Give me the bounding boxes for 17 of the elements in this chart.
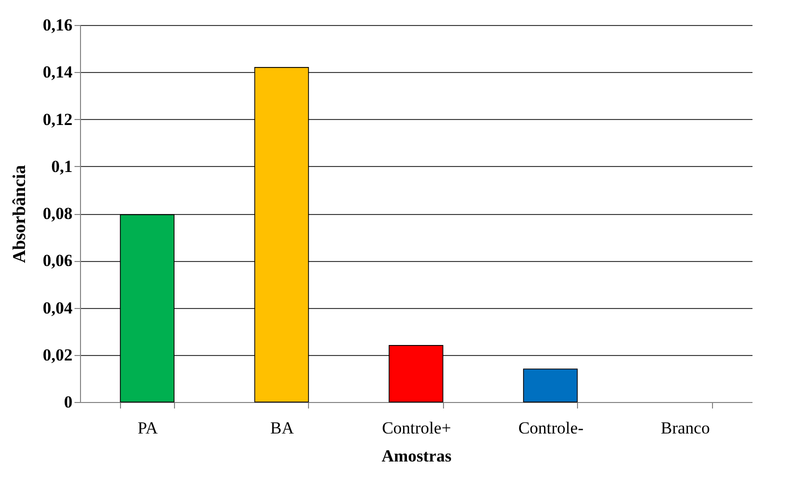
x-tick-label: PA	[138, 418, 159, 438]
y-tick-label: 0	[64, 392, 72, 412]
y-tick-label: 0,02	[42, 345, 72, 364]
y-tick-label: 0,04	[42, 298, 73, 318]
x-tick-label: BA	[270, 418, 295, 438]
x-axis-title: Amostras	[382, 446, 452, 466]
y-tick-label: 0,06	[42, 251, 72, 270]
y-tick-label: 0,16	[42, 16, 72, 34]
y-tick-label: 0,08	[42, 204, 72, 223]
x-tick-label: Branco	[660, 418, 710, 438]
x-tick-label: Controle+	[382, 418, 452, 438]
y-tick-label: 0,1	[51, 156, 72, 176]
y-tick-label: 0,14	[42, 62, 73, 82]
bar	[523, 368, 578, 402]
y-tick-label: 0,12	[42, 110, 72, 129]
x-tick-label: Controle-	[518, 418, 584, 438]
y-axis-title: Absorbância	[8, 164, 29, 264]
